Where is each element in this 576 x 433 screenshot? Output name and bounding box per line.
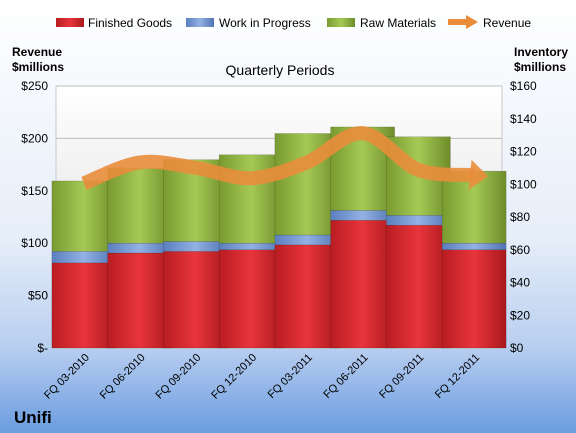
bar-finished-goods [330, 220, 395, 349]
company-name: Unifi [14, 408, 52, 427]
bar-work-in-progress [163, 241, 228, 252]
chart-title: Quarterly Periods [226, 62, 335, 78]
bar-work-in-progress [51, 251, 117, 264]
legend-swatch-raw-materials [327, 18, 355, 27]
bar-work-in-progress [218, 242, 284, 250]
right-axis-tick-label: $60 [510, 243, 530, 257]
legend-label-raw-materials: Raw Materials [360, 16, 436, 30]
right-axis-tick-label: $140 [510, 112, 537, 126]
right-axis-tick-label: $40 [510, 276, 530, 290]
bar-finished-goods [441, 249, 507, 349]
bar-finished-goods [386, 224, 451, 349]
legend-label-revenue: Revenue [483, 16, 531, 30]
bar-finished-goods [163, 251, 228, 349]
legend-swatch-finished-goods [56, 18, 84, 27]
bar-finished-goods [274, 244, 340, 349]
bar-finished-goods [218, 249, 284, 349]
left-axis-label-line1: Revenue [12, 45, 62, 59]
bar-finished-goods [51, 262, 117, 349]
legend-swatch-work-in-progress [186, 18, 214, 27]
left-axis-tick-label: $- [37, 341, 48, 355]
bar-work-in-progress [274, 234, 340, 246]
revenue-line [81, 126, 475, 191]
right-axis-label-line2: $millions [514, 60, 566, 74]
bar-finished-goods [107, 252, 172, 349]
right-axis-tick-label: $120 [510, 145, 537, 159]
left-axis-label-line2: $millions [12, 60, 64, 74]
bars-layer [51, 126, 507, 349]
legend-arrow-revenue [466, 15, 478, 29]
right-axis-tick-label: $20 [510, 308, 530, 322]
right-axis-tick-label: $80 [510, 210, 530, 224]
left-axis-tick-label: $200 [21, 131, 48, 145]
bar-work-in-progress [330, 210, 395, 221]
left-axis-tick-label: $250 [21, 79, 48, 93]
right-axis-label-line1: Inventory [514, 45, 568, 59]
bar-raw-materials [51, 180, 117, 252]
revenue-line-layer [81, 126, 489, 191]
bar-work-in-progress [386, 215, 451, 226]
legend: Finished Goods Work in Progress Raw Mate… [56, 15, 531, 30]
right-axis-tick-label: $160 [510, 79, 537, 93]
bar-work-in-progress [441, 242, 507, 250]
revenue-arrowhead [468, 159, 489, 190]
left-axis-tick-label: $150 [21, 184, 48, 198]
bar-work-in-progress [107, 242, 172, 254]
left-axis-tick-label: $50 [28, 289, 48, 303]
right-axis-tick-label: $100 [510, 177, 537, 191]
right-axis-tick-label: $0 [510, 341, 524, 355]
left-axis-tick-label: $100 [21, 236, 48, 250]
legend-label-work-in-progress: Work in Progress [219, 16, 311, 30]
legend-label-finished-goods: Finished Goods [88, 16, 172, 30]
bar-raw-materials [107, 167, 172, 244]
